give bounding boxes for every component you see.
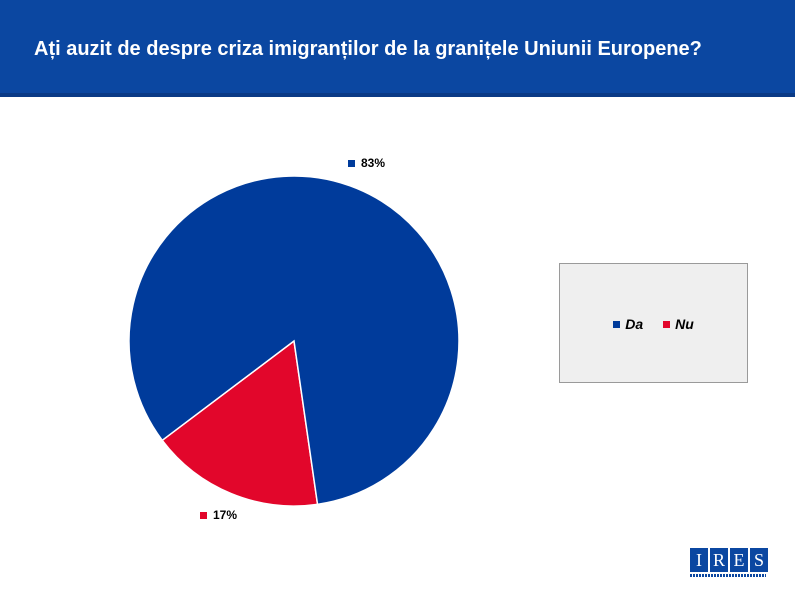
data-label-da-swatch bbox=[348, 159, 355, 167]
legend-swatch-da bbox=[613, 320, 621, 328]
pie-slice-nu bbox=[161, 339, 319, 507]
pie-slice-da bbox=[128, 175, 460, 506]
legend-swatch-nu bbox=[663, 320, 671, 328]
title-bar: Ați auzit de despre criza imigranților d… bbox=[0, 0, 795, 97]
chart-legend: Da Nu bbox=[559, 263, 748, 383]
legend-label-da: Da bbox=[625, 316, 644, 332]
logo-letter-i: I bbox=[690, 548, 708, 572]
data-label-nu: 17% bbox=[200, 508, 237, 522]
logo-letter-e: E bbox=[730, 548, 748, 572]
legend-item-nu: Nu bbox=[663, 316, 694, 332]
data-label-da-text: 83% bbox=[361, 156, 386, 170]
pie-chart bbox=[128, 175, 460, 507]
data-label-nu-text: 17% bbox=[213, 508, 238, 522]
logo-letter-s: S bbox=[750, 548, 768, 572]
logo-letter-r: R bbox=[710, 548, 728, 572]
legend-label-nu: Nu bbox=[675, 316, 694, 332]
logo-subtitle-graphic bbox=[690, 574, 766, 577]
data-label-nu-swatch bbox=[200, 511, 207, 519]
ires-logo: I R E S bbox=[690, 548, 768, 580]
data-label-da: 83% bbox=[348, 156, 385, 170]
legend-item-da: Da bbox=[613, 316, 643, 332]
page-title: Ați auzit de despre criza imigranților d… bbox=[34, 38, 702, 60]
